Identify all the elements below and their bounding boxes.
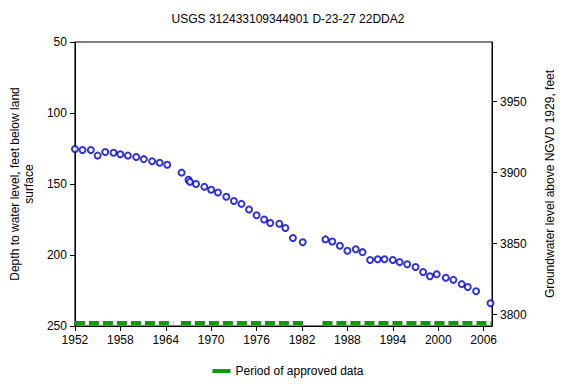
- svg-text:Groundwater level above NGVD 1: Groundwater level above NGVD 1929, feet: [543, 69, 557, 298]
- svg-text:1952: 1952: [62, 333, 89, 347]
- svg-text:1970: 1970: [198, 333, 225, 347]
- svg-text:2000: 2000: [425, 333, 452, 347]
- svg-text:surface: surface: [22, 164, 36, 204]
- svg-text:3850: 3850: [500, 237, 527, 251]
- svg-text:50: 50: [54, 35, 68, 49]
- svg-text:1982: 1982: [289, 333, 316, 347]
- svg-text:250: 250: [47, 319, 67, 333]
- svg-text:USGS 312433109344901 D-23-27 2: USGS 312433109344901 D-23-27 22DDA2: [172, 12, 405, 26]
- svg-text:2006: 2006: [470, 333, 497, 347]
- svg-text:1958: 1958: [107, 333, 134, 347]
- svg-text:3950: 3950: [500, 95, 527, 109]
- svg-text:200: 200: [47, 248, 67, 262]
- svg-text:1976: 1976: [243, 333, 270, 347]
- svg-text:100: 100: [47, 106, 67, 120]
- svg-text:1964: 1964: [152, 333, 179, 347]
- svg-text:1994: 1994: [379, 333, 406, 347]
- svg-text:1988: 1988: [334, 333, 361, 347]
- svg-text:Depth to water level, feet bel: Depth to water level, feet below land: [8, 87, 22, 280]
- svg-text:150: 150: [47, 177, 67, 191]
- svg-text:Period of approved data: Period of approved data: [235, 364, 363, 378]
- svg-text:3900: 3900: [500, 166, 527, 180]
- svg-text:3800: 3800: [500, 308, 527, 322]
